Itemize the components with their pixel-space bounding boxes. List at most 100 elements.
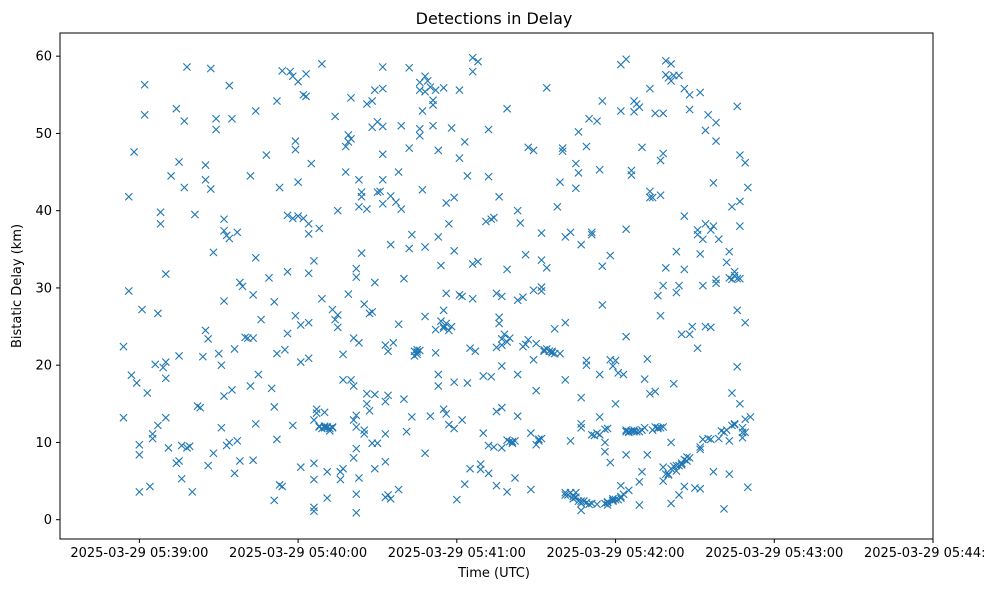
data-point <box>741 158 750 167</box>
x-tick-label: 2025-03-29 05:42:00 <box>547 546 685 561</box>
data-point <box>233 436 242 445</box>
data-point <box>164 443 173 452</box>
data-point <box>505 334 514 343</box>
data-point <box>360 426 369 435</box>
data-point <box>667 499 676 508</box>
data-point <box>190 210 199 219</box>
data-point <box>360 429 369 438</box>
data-point <box>733 274 742 283</box>
data-point <box>302 92 311 101</box>
data-point <box>532 440 541 449</box>
data-point <box>262 151 271 160</box>
data-point <box>741 428 750 437</box>
data-point <box>270 297 279 306</box>
data-point <box>725 470 734 479</box>
data-point <box>145 482 154 491</box>
data-point <box>548 348 557 357</box>
data-point <box>378 84 387 93</box>
data-point <box>680 265 689 274</box>
data-point <box>712 275 721 284</box>
data-point <box>220 392 229 401</box>
data-point <box>349 453 358 462</box>
data-point <box>431 86 440 95</box>
data-point <box>696 88 705 97</box>
data-point <box>312 405 321 414</box>
data-points-group <box>119 53 755 517</box>
data-point <box>373 439 382 448</box>
data-point <box>468 294 477 303</box>
data-point <box>735 274 744 283</box>
data-point <box>397 121 406 130</box>
data-point <box>741 415 750 424</box>
data-point <box>124 192 133 201</box>
data-point <box>418 107 427 116</box>
data-point <box>407 412 416 421</box>
data-point <box>479 429 488 438</box>
data-point <box>656 156 665 165</box>
data-point <box>688 322 697 331</box>
data-point <box>153 421 162 430</box>
data-point <box>537 229 546 238</box>
data-point <box>280 345 289 354</box>
data-point <box>598 300 607 309</box>
data-point <box>473 57 482 66</box>
data-point <box>220 226 229 235</box>
data-point <box>508 437 517 446</box>
data-point <box>415 346 424 355</box>
data-point <box>386 494 395 503</box>
data-point <box>217 423 226 432</box>
data-point <box>511 473 520 482</box>
data-point <box>595 412 604 421</box>
data-point <box>365 406 374 415</box>
data-point <box>180 183 189 192</box>
data-point <box>251 419 260 428</box>
data-point <box>354 202 363 211</box>
y-tick-label: 60 <box>35 50 52 65</box>
data-point <box>220 215 229 224</box>
data-point <box>577 506 586 515</box>
data-point <box>360 300 369 309</box>
data-point <box>415 131 424 140</box>
data-point <box>450 193 459 202</box>
data-point <box>304 354 313 363</box>
data-point <box>558 147 567 156</box>
data-point <box>196 403 205 412</box>
plot-area-frame <box>59 32 934 540</box>
data-point <box>537 434 546 443</box>
data-point <box>309 416 318 425</box>
data-point <box>495 192 504 201</box>
data-point <box>667 59 676 68</box>
data-point <box>600 438 609 447</box>
data-point <box>603 424 612 433</box>
data-point <box>283 329 292 338</box>
x-tick-label: 2025-03-29 05:40:00 <box>229 546 367 561</box>
data-point <box>309 459 318 468</box>
data-point <box>704 434 713 443</box>
data-point <box>635 501 644 509</box>
y-tick-label: 50 <box>35 127 52 142</box>
data-point <box>582 361 591 370</box>
data-point <box>370 464 379 473</box>
data-point <box>661 263 670 272</box>
data-point <box>645 84 654 93</box>
data-point <box>378 175 387 184</box>
data-point <box>587 228 596 237</box>
data-point <box>566 436 575 445</box>
x-tick-label: 2025-03-29 05:44:00 <box>864 546 986 561</box>
data-point <box>201 161 210 170</box>
data-point <box>278 482 287 491</box>
data-point <box>294 178 303 187</box>
data-point <box>283 267 292 276</box>
data-point <box>561 375 570 384</box>
data-point <box>540 345 549 354</box>
y-tick-label: 40 <box>35 204 52 219</box>
data-point <box>521 340 530 349</box>
data-point <box>730 420 739 429</box>
data-point <box>640 423 649 432</box>
data-point <box>460 480 469 489</box>
data-point <box>185 442 194 451</box>
data-point <box>735 151 744 160</box>
data-point <box>624 486 633 495</box>
data-point <box>680 84 689 93</box>
